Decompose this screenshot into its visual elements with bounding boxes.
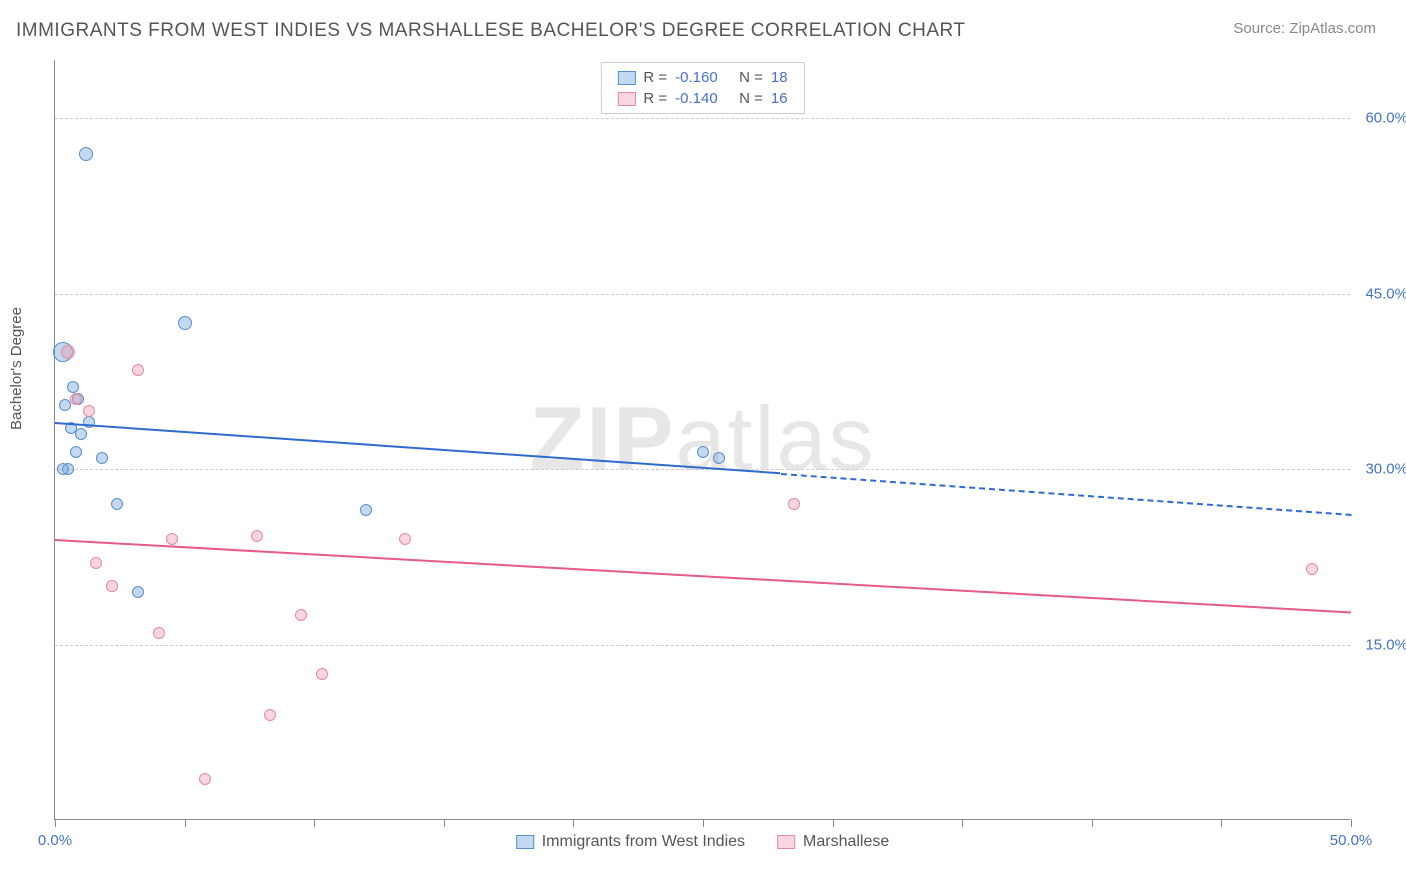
x-tick-label: 50.0% [1330,832,1373,849]
data-point [251,530,263,542]
data-point [90,557,102,569]
x-tick [55,819,56,827]
swatch-series2 [617,92,635,106]
data-point [153,627,165,639]
x-tick [444,819,445,827]
series-legend: Immigrants from West Indies Marshallese [516,833,890,851]
x-tick [1092,819,1093,827]
y-tick-label: 30.0% [1365,461,1406,478]
y-axis-label: Bachelor's Degree [8,307,25,430]
data-point [295,609,307,621]
chart-plot-area: ZIPatlas R = -0.160 N = 18 R = -0.140 N … [54,60,1350,820]
x-tick-label: 0.0% [38,832,72,849]
legend-item-series1: Immigrants from West Indies [516,833,745,851]
trend-line [781,473,1351,516]
gridline [55,645,1350,646]
data-point [61,345,75,359]
trend-line [55,422,781,474]
x-tick [185,819,186,827]
data-point [360,504,372,516]
source-attribution: Source: ZipAtlas.com [1233,20,1376,37]
r-value-series2: -0.140 [675,90,731,107]
data-point [788,498,800,510]
data-point [713,452,725,464]
data-point [106,580,118,592]
x-tick [703,819,704,827]
gridline [55,118,1350,119]
x-tick [1221,819,1222,827]
data-point [399,533,411,545]
swatch-series1 [516,835,534,849]
data-point [79,147,93,161]
n-value-series2: 16 [771,90,788,107]
data-point [199,773,211,785]
legend-row-series2: R = -0.140 N = 16 [617,88,787,109]
legend-row-series1: R = -0.160 N = 18 [617,67,787,88]
data-point [75,428,87,440]
legend-item-series2: Marshallese [777,833,889,851]
swatch-series2 [777,835,795,849]
y-tick-label: 60.0% [1365,110,1406,127]
data-point [67,381,79,393]
data-point [264,709,276,721]
swatch-series1 [617,71,635,85]
data-point [132,364,144,376]
header: IMMIGRANTS FROM WEST INDIES VS MARSHALLE… [0,0,1406,52]
data-point [83,405,95,417]
data-point [57,463,69,475]
data-point [178,316,192,330]
n-value-series1: 18 [771,69,788,86]
gridline [55,469,1350,470]
y-tick-label: 45.0% [1365,285,1406,302]
gridline [55,294,1350,295]
x-tick [573,819,574,827]
r-value-series1: -0.160 [675,69,731,86]
chart-title: IMMIGRANTS FROM WEST INDIES VS MARSHALLE… [16,20,966,42]
data-point [1306,563,1318,575]
data-point [697,446,709,458]
x-tick [1351,819,1352,827]
x-tick [314,819,315,827]
trend-line [55,539,1351,613]
x-tick [833,819,834,827]
y-tick-label: 15.0% [1365,636,1406,653]
data-point [70,393,82,405]
data-point [166,533,178,545]
data-point [132,586,144,598]
data-point [70,446,82,458]
x-tick [962,819,963,827]
data-point [316,668,328,680]
correlation-legend: R = -0.160 N = 18 R = -0.140 N = 16 [600,62,804,114]
data-point [96,452,108,464]
data-point [111,498,123,510]
